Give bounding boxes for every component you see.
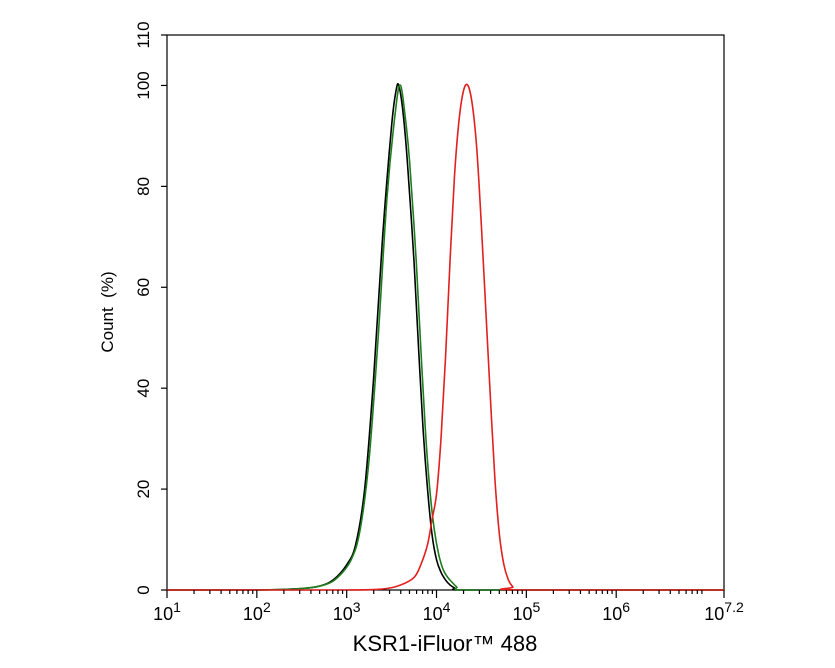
x-tick-label: 102 (243, 599, 271, 624)
x-tick-label: 107.2 (704, 599, 744, 624)
x-axis-ticks: 101 102 103 104 105 106 107.2 (153, 590, 744, 624)
series-layer (167, 82, 724, 591)
series-line-1 (167, 82, 724, 591)
y-axis-ticks: 0 20 40 60 80 100 110 (134, 21, 167, 595)
x-tick-label: 103 (333, 599, 361, 624)
series-line-3 (167, 83, 724, 591)
y-tick-label: 80 (134, 177, 153, 196)
y-tick-label: 100 (134, 71, 153, 99)
x-tick-label: 106 (602, 599, 630, 624)
x-tick-label: 105 (512, 599, 540, 624)
series-line-2 (167, 84, 724, 591)
y-tick-label: 20 (134, 480, 153, 499)
y-axis-title: Count (%) (98, 271, 117, 352)
y-tick-label: 110 (134, 21, 153, 48)
plot-frame (166, 34, 725, 591)
x-tick-label: 101 (153, 599, 181, 624)
y-tick-label: 40 (134, 379, 153, 398)
y-tick-label: 0 (134, 585, 153, 594)
x-axis-title: KSR1-iFluor™ 488 (353, 631, 538, 656)
x-tick-label: 104 (423, 599, 451, 624)
y-tick-label: 60 (134, 278, 153, 297)
